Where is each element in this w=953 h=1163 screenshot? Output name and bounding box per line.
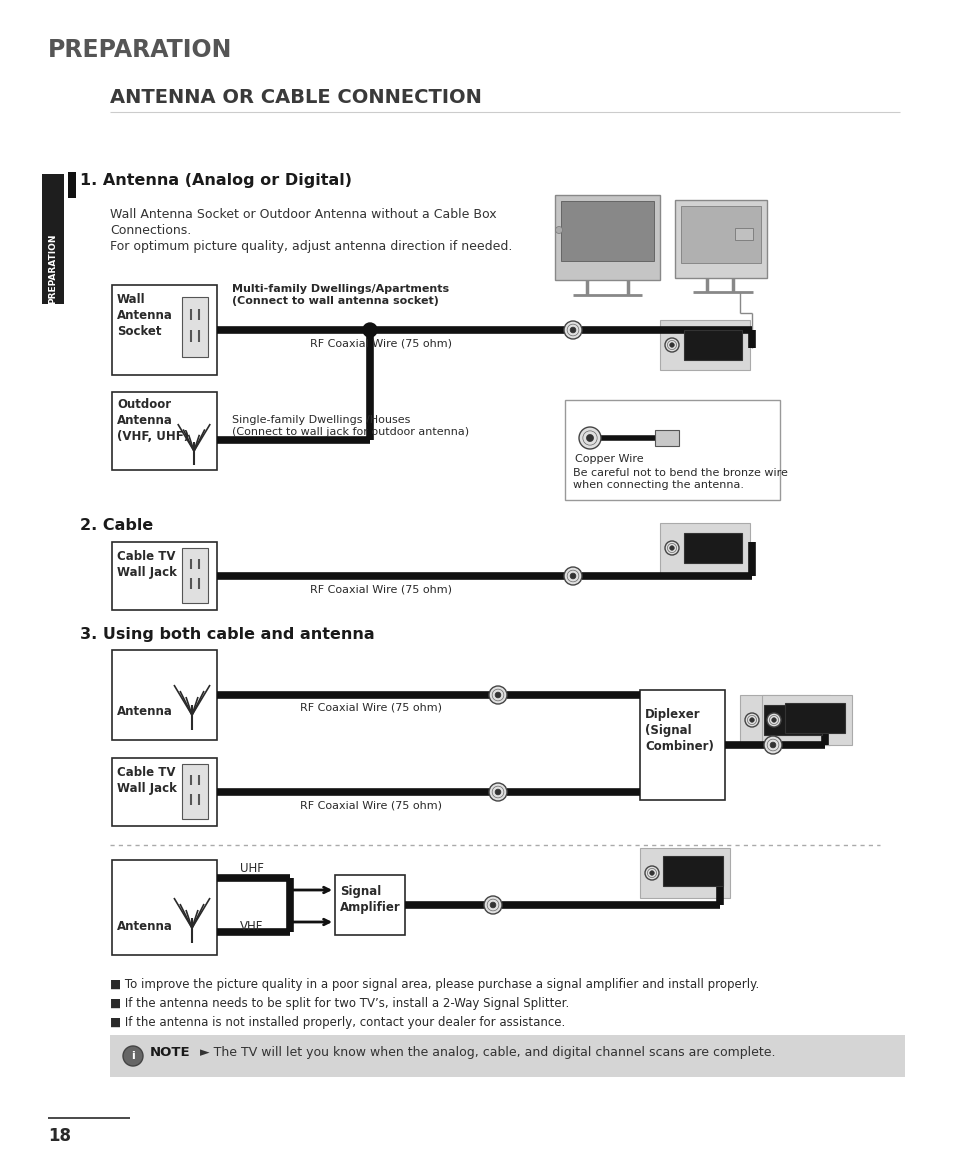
Circle shape	[749, 718, 754, 722]
Circle shape	[363, 323, 376, 337]
Circle shape	[570, 327, 576, 333]
Bar	[662, 856, 722, 886]
Text: Signal
Amplifier: Signal Amplifier	[339, 885, 400, 914]
Circle shape	[763, 736, 781, 754]
Circle shape	[664, 541, 679, 555]
Circle shape	[586, 435, 593, 442]
Text: ■ If the antenna needs to be split for two TV’s, install a 2-Way Signal Splitter: ■ If the antenna needs to be split for t…	[110, 997, 569, 1009]
Bar	[112, 650, 216, 740]
Circle shape	[490, 902, 496, 908]
Text: VHF: VHF	[240, 920, 263, 933]
Text: i: i	[131, 1051, 134, 1061]
Circle shape	[495, 790, 500, 794]
Text: Diplexer
(Signal
Combiner): Diplexer (Signal Combiner)	[644, 708, 713, 752]
Text: RF Coaxial Wire (75 ohm): RF Coaxial Wire (75 ohm)	[299, 702, 441, 713]
Text: Cable TV
Wall Jack: Cable TV Wall Jack	[117, 766, 176, 795]
Text: Antenna: Antenna	[117, 705, 172, 718]
Circle shape	[489, 783, 506, 801]
Text: Wall Antenna Socket or Outdoor Antenna without a Cable Box
Connections.: Wall Antenna Socket or Outdoor Antenna w…	[110, 208, 497, 237]
Circle shape	[563, 321, 581, 338]
Circle shape	[644, 866, 659, 880]
Circle shape	[578, 427, 600, 449]
Bar	[112, 285, 216, 374]
Text: ► The TV will let you know when the analog, cable, and digital channel scans are: ► The TV will let you know when the anal…	[200, 1046, 775, 1059]
Text: 1. Antenna (Analog or Digital): 1. Antenna (Analog or Digital)	[80, 173, 352, 188]
Circle shape	[649, 871, 654, 876]
Text: RF Coaxial Wire (75 ohm): RF Coaxial Wire (75 ohm)	[310, 585, 452, 595]
Bar	[655, 430, 679, 445]
Text: 2. Cable: 2. Cable	[80, 518, 153, 533]
Circle shape	[771, 718, 776, 722]
Bar	[110, 1035, 904, 1077]
Text: Be careful not to bend the bronze wire
when connecting the antenna.: Be careful not to bend the bronze wire w…	[573, 468, 787, 491]
Bar	[734, 228, 752, 240]
Bar	[761, 695, 851, 745]
Text: RF Coaxial Wire (75 ohm): RF Coaxial Wire (75 ohm)	[299, 800, 441, 809]
Bar	[560, 201, 654, 261]
Circle shape	[123, 1046, 143, 1066]
Text: PREPARATION: PREPARATION	[49, 234, 57, 305]
Bar	[112, 542, 216, 611]
Bar	[335, 875, 405, 935]
Circle shape	[664, 338, 679, 352]
Text: For optimum picture quality, adjust antenna direction if needed.: For optimum picture quality, adjust ante…	[110, 240, 512, 254]
Bar	[740, 695, 829, 745]
Bar	[639, 848, 729, 898]
Bar	[683, 330, 741, 361]
Text: Cable TV
Wall Jack: Cable TV Wall Jack	[117, 550, 176, 579]
Circle shape	[555, 227, 562, 234]
Bar	[659, 523, 749, 573]
Text: Outdoor
Antenna
(VHF, UHF): Outdoor Antenna (VHF, UHF)	[117, 398, 189, 443]
Text: Antenna: Antenna	[117, 920, 172, 933]
Bar	[112, 392, 216, 470]
Text: Multi-family Dwellings/Apartments
(Connect to wall antenna socket): Multi-family Dwellings/Apartments (Conne…	[232, 284, 449, 306]
Bar	[784, 702, 844, 733]
Circle shape	[563, 568, 581, 585]
Text: ANTENNA OR CABLE CONNECTION: ANTENNA OR CABLE CONNECTION	[110, 88, 481, 107]
Text: PREPARATION: PREPARATION	[48, 38, 233, 62]
Bar	[68, 172, 76, 198]
Bar	[564, 400, 780, 500]
Bar	[182, 297, 208, 357]
Bar	[42, 174, 64, 304]
Text: ■ To improve the picture quality in a poor signal area, please purchase a signal: ■ To improve the picture quality in a po…	[110, 978, 759, 991]
Circle shape	[483, 896, 501, 914]
Bar	[555, 195, 659, 280]
Bar	[639, 690, 724, 800]
Text: Single-family Dwellings /Houses
(Connect to wall jack for outdoor antenna): Single-family Dwellings /Houses (Connect…	[232, 415, 469, 437]
Bar	[659, 320, 749, 370]
Bar	[182, 548, 208, 602]
Bar	[763, 705, 821, 735]
Circle shape	[495, 692, 500, 698]
Bar	[680, 206, 760, 263]
Bar	[112, 758, 216, 826]
Circle shape	[669, 545, 674, 550]
Circle shape	[766, 713, 781, 727]
Text: 3. Using both cable and antenna: 3. Using both cable and antenna	[80, 627, 375, 642]
Text: Wall
Antenna
Socket: Wall Antenna Socket	[117, 293, 172, 338]
Bar	[675, 200, 766, 278]
Circle shape	[744, 713, 759, 727]
Circle shape	[669, 343, 674, 348]
Bar	[182, 764, 208, 819]
Text: NOTE: NOTE	[150, 1046, 191, 1059]
Circle shape	[570, 573, 576, 579]
Text: RF Coaxial Wire (75 ohm): RF Coaxial Wire (75 ohm)	[310, 338, 452, 348]
Circle shape	[489, 686, 506, 704]
Bar	[112, 859, 216, 955]
Bar	[683, 533, 741, 563]
Text: Copper Wire: Copper Wire	[575, 454, 643, 464]
Text: ■ If the antenna is not installed properly, contact your dealer for assistance.: ■ If the antenna is not installed proper…	[110, 1016, 565, 1029]
Text: 18: 18	[48, 1127, 71, 1146]
Circle shape	[769, 742, 775, 748]
Text: UHF: UHF	[240, 862, 264, 875]
